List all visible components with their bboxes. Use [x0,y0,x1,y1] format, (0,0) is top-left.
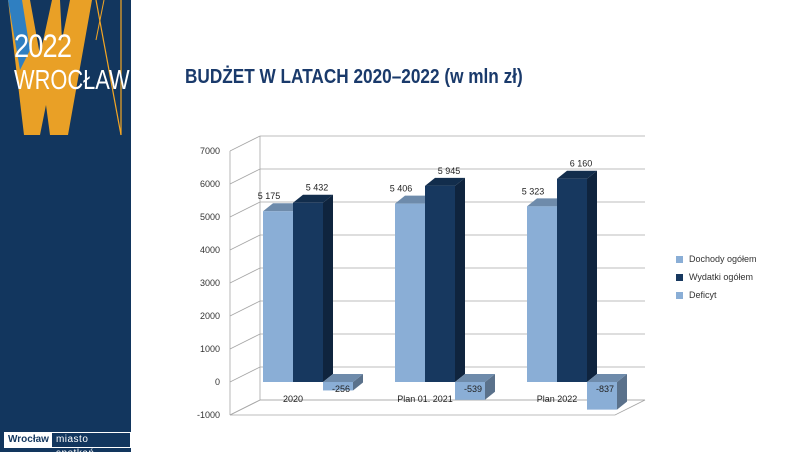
legend-swatch-wydatki [676,273,683,281]
bar-wydatki-top [425,177,465,186]
footer-logo: Wrocław miasto spotkań [4,432,131,452]
bar-dochody [263,211,293,382]
bar-deficyt [323,382,353,391]
legend-swatch-dochody [676,255,683,263]
bar-deficyt-top [323,374,363,382]
y-tick-label: -1000 [197,410,220,420]
data-label-wydatki: 5 945 [438,166,461,176]
bar-wydatki [425,185,455,382]
legend-label-dochody: Dochody ogółem [689,254,757,264]
bar-deficyt-top [587,374,627,382]
footer-logo-slogan: miasto spotkań [55,434,94,452]
budget-chart: 7000 6000 5000 4000 3000 2000 1000 0 -1000 5 175 5… [197,135,646,420]
bar-deficyt [587,382,617,410]
y-tick-label: 7000 [200,146,220,156]
bar-dochody [395,203,425,382]
legend-item-dochody: Dochody ogółem [676,250,757,268]
bar-wydatki-side [455,177,465,382]
y-tick-label: 2000 [200,311,220,321]
bar-wydatki-top [557,170,597,179]
y-tick-label: 4000 [200,245,220,255]
bar-deficyt-side [353,374,363,391]
data-label-deficyt: -539 [464,384,482,394]
legend-item-deficyt: Deficyt [676,286,757,304]
legend-swatch-deficyt [676,291,683,299]
data-label-dochody: 5 323 [522,186,545,196]
bar-deficyt-top [455,374,495,382]
brand-sidebar: 2022 WROCŁAW Wrocław miasto spotkań [0,0,131,452]
bar-wydatki-side [587,170,597,382]
gridline [229,135,645,152]
bar-wydatki-side [323,194,333,382]
footer-logo-name: Wrocław [5,433,52,447]
data-label-wydatki: 6 160 [570,159,593,169]
x-category-label: 2020 [283,394,303,404]
y-tick-label: 5000 [200,212,220,222]
slide-title: BUDŻET W LATACH 2020–2022 (w mln zł) [185,66,523,88]
data-label-dochody: 5 406 [390,184,413,194]
data-label-wydatki: 5 432 [306,183,329,193]
bar-deficyt-side [617,374,627,410]
legend-label-wydatki: Wydatki ogółem [689,272,753,282]
brand-w-logo [8,0,122,136]
y-tick-label: 0 [215,377,220,387]
brand-city: WROCŁAW [14,64,130,95]
data-label-deficyt: -837 [596,384,614,394]
y-tick-label: 3000 [200,278,220,288]
bar-dochody [527,206,557,382]
x-category-label: Plan 01. 2021 [397,394,453,404]
bar-deficyt [455,382,485,400]
bar-wydatki [293,202,323,382]
x-category-label: Plan 2022 [537,394,578,404]
chart-floor [229,399,646,416]
bar-wydatki [557,178,587,382]
brand-year: 2022 [14,28,72,64]
bar-wydatki-top [293,194,333,203]
data-label-deficyt: -256 [332,384,350,394]
data-label-dochody: 5 175 [258,191,281,201]
legend-label-deficyt: Deficyt [689,290,717,300]
chart-legend: Dochody ogółem Wydatki ogółem Deficyt [676,250,757,304]
bar-deficyt-side [485,374,495,400]
y-tick-label: 6000 [200,179,220,189]
y-tick-label: 1000 [200,344,220,354]
legend-item-wydatki: Wydatki ogółem [676,268,757,286]
